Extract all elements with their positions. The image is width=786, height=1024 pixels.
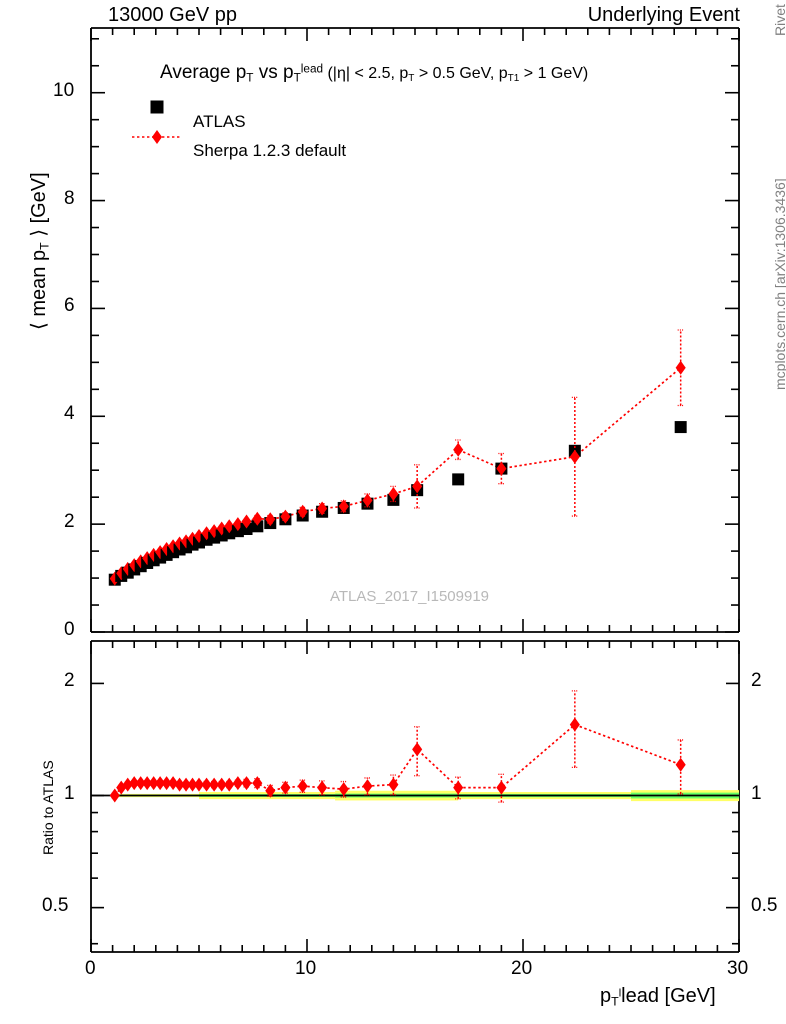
data-point-sherpa: [224, 519, 235, 534]
data-point-sherpa: [252, 511, 263, 526]
data-point-sherpa: [388, 486, 399, 501]
ratio-point-sherpa: [181, 777, 192, 792]
y-tick-label-main: 4: [64, 403, 75, 425]
ratio-point-sherpa: [161, 776, 172, 791]
data-point-sherpa: [412, 479, 423, 494]
legend-label-atlas: ATLAS: [193, 112, 246, 131]
ratio-point-sherpa: [148, 776, 159, 791]
data-point-sherpa: [362, 493, 373, 508]
y-tick-label-main: 8: [64, 187, 75, 209]
ratio-point-sherpa: [412, 742, 423, 757]
ratio-point-sherpa: [265, 783, 276, 798]
ratio-point-sherpa: [174, 777, 185, 792]
x-tick-label: 10: [295, 958, 317, 979]
ratio-point-sherpa: [496, 780, 507, 795]
data-point-sherpa: [453, 442, 464, 457]
x-tick-label: 30: [727, 958, 749, 979]
ratio-point-sherpa: [209, 777, 220, 792]
y-tick-label-ratio: 2: [751, 670, 762, 692]
y-tick-label-ratio: 2: [64, 670, 75, 692]
ratio-point-sherpa: [453, 780, 464, 795]
x-axis-label-sub: T: [611, 994, 619, 1009]
ratio-point-sherpa: [338, 782, 349, 797]
title-sub-b: T: [293, 71, 301, 85]
ratio-point-sherpa: [187, 777, 198, 792]
ratio-point-sherpa: [362, 779, 373, 794]
data-point-sherpa: [148, 547, 159, 562]
data-point-sherpa: [338, 499, 349, 514]
ratio-point-sherpa: [280, 780, 291, 795]
legend-marker-diamond: [151, 130, 163, 144]
data-point-sherpa: [569, 449, 580, 464]
title-sub-d: T1: [507, 72, 520, 84]
data-point-sherpa: [280, 509, 291, 524]
ratio-point-sherpa: [569, 717, 580, 732]
data-point-atlas: [240, 522, 253, 535]
ratio-point-sherpa: [388, 777, 399, 792]
title-sub-c: T: [408, 72, 415, 84]
x-tick-label: 0: [85, 958, 96, 979]
ratio-point-sherpa: [129, 776, 140, 791]
data-point-sherpa: [265, 512, 276, 527]
header-beam-label: 13000 GeV pp: [108, 4, 237, 26]
plot-title: Average pT vs pTlead (|η| < 2.5, pT > 0.…: [160, 62, 588, 84]
ratio-point-sherpa: [142, 776, 153, 791]
ratio-point-sherpa: [232, 776, 243, 791]
data-point-atlas: [674, 421, 687, 434]
y-tick-label-ratio: 1: [751, 782, 762, 804]
data-point-sherpa: [496, 461, 507, 476]
title-part-d: > 0.5 GeV, p: [414, 65, 508, 82]
header-analysis-label: Underlying Event: [587, 4, 740, 26]
data-point-sherpa: [317, 501, 328, 516]
x-tick-label: 20: [511, 958, 533, 979]
ratio-point-sherpa: [135, 776, 146, 791]
watermark-analysis-id: ATLAS_2017_I1509919: [330, 588, 490, 605]
data-point-atlas: [251, 520, 264, 533]
ratio-point-sherpa: [317, 780, 328, 795]
y-tick-label-ratio: 1: [64, 782, 75, 804]
ratio-point-sherpa: [201, 777, 212, 792]
ratio-point-sherpa: [224, 777, 235, 792]
ratio-point-sherpa: [241, 776, 252, 791]
y-tick-label-main: 0: [64, 619, 75, 640]
title-sub-a: T: [246, 71, 254, 85]
x-axis-label-part-a: p: [600, 985, 612, 1007]
ratio-point-sherpa: [297, 779, 308, 794]
title-part-e: > 1 GeV): [519, 65, 589, 82]
ratio-point-sherpa: [252, 776, 263, 791]
ratio-point-sherpa: [675, 757, 686, 772]
y-tick-label-main: 10: [53, 79, 75, 101]
ratio-point-sherpa: [155, 776, 166, 791]
ratio-point-sherpa: [109, 788, 120, 803]
y-tick-label-ratio: 0.5: [751, 894, 778, 916]
data-point-sherpa: [297, 504, 308, 519]
ratio-point-sherpa: [216, 777, 227, 792]
data-point-sherpa: [232, 517, 243, 532]
y-tick-label-main: 6: [64, 295, 75, 317]
title-part-c: (|η| < 2.5, p: [323, 65, 409, 82]
ratio-point-sherpa: [168, 776, 179, 791]
y-tick-label-ratio: 0.5: [42, 894, 69, 916]
ratio-point-sherpa: [193, 777, 205, 792]
y-tick-label-main: 2: [64, 511, 75, 533]
ratio-point-sherpa: [122, 777, 133, 792]
title-part-a: Average p: [160, 62, 247, 83]
x-axis-label-part-b: lead [GeV]: [621, 985, 716, 1007]
title-part-b: vs p: [253, 62, 294, 83]
data-point-sherpa: [241, 514, 252, 529]
legend-marker-square: [150, 100, 164, 114]
data-point-sherpa: [675, 360, 686, 375]
x-axis-label: pTllead [GeV]: [600, 985, 716, 1009]
title-sup-b: lead: [300, 62, 324, 76]
legend-label-sherpa: Sherpa 1.2.3 default: [193, 141, 347, 160]
data-point-atlas: [452, 473, 465, 486]
